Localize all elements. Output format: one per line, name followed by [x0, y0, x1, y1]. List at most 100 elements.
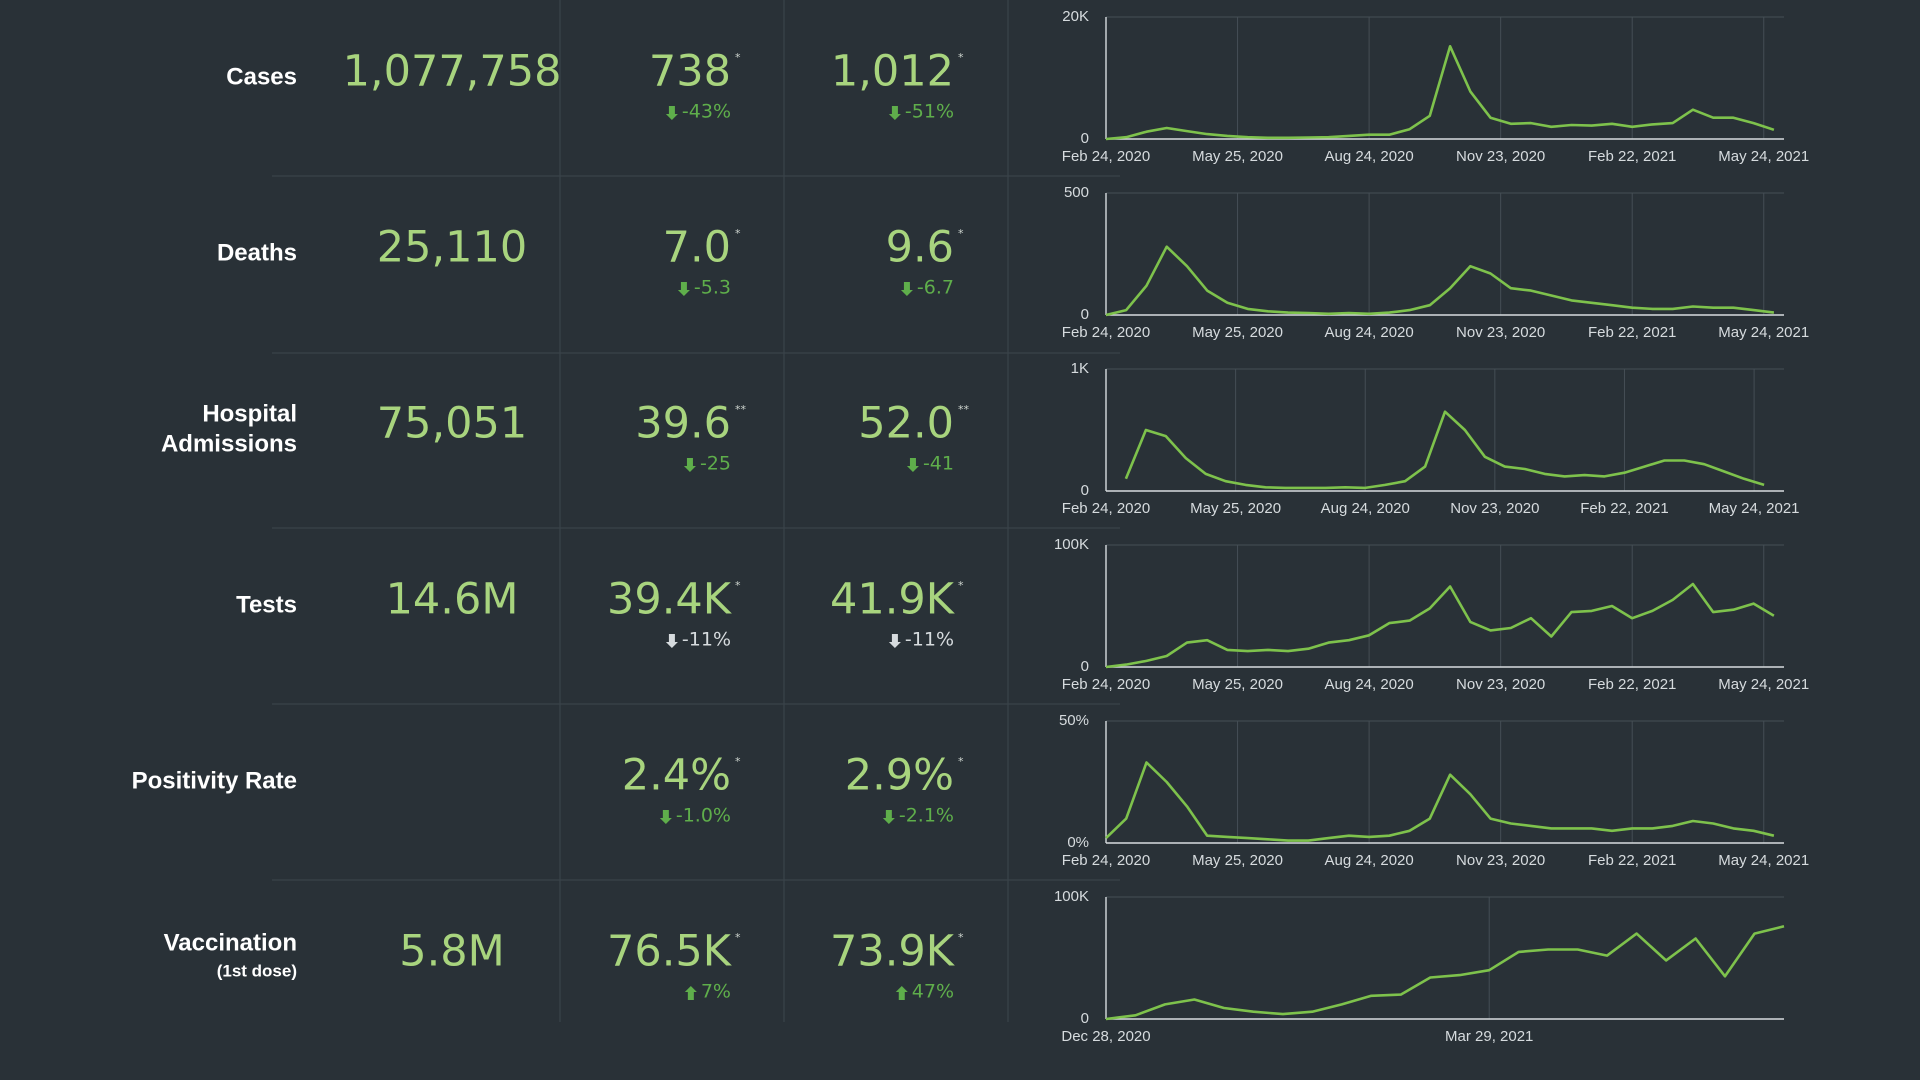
change-value: -5.3: [694, 277, 731, 299]
x-tick-label: Nov 23, 2020: [1456, 676, 1545, 693]
footnote-mark: **: [735, 403, 747, 416]
x-tick-label: Aug 24, 2020: [1321, 500, 1410, 517]
average-value: 7.0: [663, 223, 731, 273]
y-tick-label: 100K: [1054, 536, 1089, 553]
average-value: 73.9K: [830, 927, 956, 977]
average-value: 2.4%: [622, 751, 731, 801]
footnote-mark: **: [958, 403, 970, 416]
x-tick-label: May 25, 2020: [1190, 500, 1281, 517]
x-tick-label: Aug 24, 2020: [1324, 676, 1413, 693]
y-tick-label: 0: [1081, 130, 1089, 147]
trend-arrow: [683, 458, 696, 472]
x-tick-label: May 24, 2021: [1709, 500, 1800, 517]
y-tick-label: 100K: [1054, 888, 1089, 905]
data-line: [1105, 245, 1775, 317]
average-value: 1,012: [831, 47, 954, 97]
change-value: 7%: [701, 981, 731, 1003]
trend-arrow: [882, 810, 895, 824]
total-value: 25,110: [377, 223, 527, 273]
change-value: -11%: [905, 629, 954, 651]
row-label: Cases: [226, 63, 297, 90]
x-tick-label: Dec 28, 2020: [1061, 1028, 1150, 1045]
data-line: [1105, 45, 1775, 141]
y-tick-label: 0: [1081, 1010, 1089, 1027]
x-tick-label: Mar 29, 2021: [1445, 1028, 1533, 1045]
x-tick-label: May 24, 2021: [1718, 676, 1809, 693]
trend-arrow: [659, 810, 672, 824]
x-tick-label: Feb 24, 2020: [1062, 852, 1150, 869]
footnote-mark: *: [735, 755, 741, 768]
change-value: -25: [700, 453, 731, 475]
average-value: 9.6: [886, 223, 954, 273]
y-tick-label: 500: [1064, 184, 1089, 201]
x-tick-label: Feb 22, 2021: [1588, 324, 1676, 341]
y-tick-label: 20K: [1062, 8, 1089, 25]
average-value: 76.5K: [607, 927, 733, 977]
x-tick-label: May 24, 2021: [1718, 148, 1809, 165]
change-value: -2.1%: [899, 805, 954, 827]
x-tick-label: Feb 24, 2020: [1062, 324, 1150, 341]
trend-arrow: [888, 634, 901, 648]
row-label: Positivity Rate: [132, 767, 297, 794]
average-value: 738: [649, 47, 731, 97]
footnote-mark: *: [735, 579, 741, 592]
total-value: 14.6M: [386, 575, 519, 625]
average-value: 39.6: [635, 399, 731, 449]
x-tick-label: Aug 24, 2020: [1324, 324, 1413, 341]
y-tick-label: 50%: [1059, 712, 1089, 729]
change-value: -51%: [905, 101, 954, 123]
footnote-mark: *: [735, 931, 741, 944]
row-label: Vaccination: [164, 929, 297, 956]
x-tick-label: Nov 23, 2020: [1456, 852, 1545, 869]
row-label: Tests: [236, 591, 297, 618]
data-line: [1105, 761, 1775, 842]
x-tick-label: Feb 22, 2021: [1588, 148, 1676, 165]
change-value: -11%: [682, 629, 731, 651]
trend-arrow: [906, 458, 919, 472]
x-tick-label: Nov 23, 2020: [1450, 500, 1539, 517]
x-tick-label: May 24, 2021: [1718, 324, 1809, 341]
data-line: [1105, 925, 1785, 1021]
row-label: Deaths: [217, 239, 297, 266]
trend-arrow: [665, 634, 678, 648]
x-tick-label: Aug 24, 2020: [1324, 148, 1413, 165]
row-label: Admissions: [161, 430, 297, 457]
total-value: 1,077,758: [343, 47, 562, 97]
x-tick-label: May 25, 2020: [1192, 324, 1283, 341]
x-tick-label: Nov 23, 2020: [1456, 148, 1545, 165]
x-tick-label: May 25, 2020: [1192, 852, 1283, 869]
change-value: 47%: [912, 981, 954, 1003]
x-tick-label: Feb 24, 2020: [1062, 676, 1150, 693]
x-tick-label: Feb 24, 2020: [1062, 500, 1150, 517]
total-value: 75,051: [377, 399, 527, 449]
y-tick-label: 0: [1081, 658, 1089, 675]
data-line: [1124, 410, 1765, 490]
x-tick-label: Aug 24, 2020: [1324, 852, 1413, 869]
y-tick-label: 0%: [1067, 834, 1089, 851]
row-sublabel: (1st dose): [217, 961, 297, 980]
trend-arrow: [665, 106, 678, 120]
average-value: 52.0: [858, 399, 954, 449]
row-label: Hospital: [202, 400, 297, 427]
y-tick-label: 0: [1081, 306, 1089, 323]
footnote-mark: *: [958, 51, 964, 64]
change-value: -1.0%: [676, 805, 731, 827]
data-line: [1105, 582, 1775, 669]
footnote-mark: *: [958, 227, 964, 240]
footnote-mark: *: [958, 755, 964, 768]
x-tick-label: Feb 22, 2021: [1588, 852, 1676, 869]
trend-arrow: [895, 986, 908, 1000]
footnote-mark: *: [735, 227, 741, 240]
footnote-mark: *: [735, 51, 741, 64]
y-tick-label: 1K: [1071, 360, 1089, 377]
footnote-mark: *: [958, 931, 964, 944]
y-tick-label: 0: [1081, 482, 1089, 499]
change-value: -43%: [682, 101, 731, 123]
footnote-mark: *: [958, 579, 964, 592]
trend-arrow: [888, 106, 901, 120]
x-tick-label: May 25, 2020: [1192, 148, 1283, 165]
x-tick-label: Feb 22, 2021: [1580, 500, 1668, 517]
average-value: 2.9%: [845, 751, 954, 801]
